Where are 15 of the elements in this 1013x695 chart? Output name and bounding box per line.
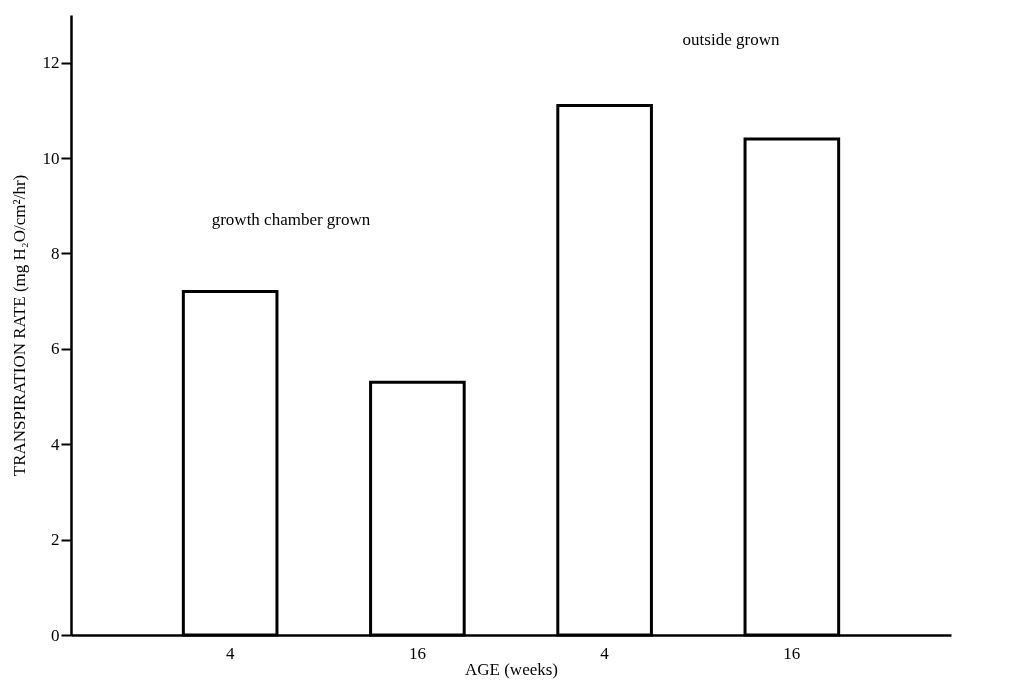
- x-tick-label: 4: [225, 643, 235, 663]
- x-tick-label: 16: [408, 643, 426, 663]
- y-tick-label: 2: [51, 530, 60, 550]
- x-tick-label: 4: [600, 643, 610, 663]
- y-tick-label: 8: [51, 243, 60, 263]
- y-tick-label: 10: [42, 148, 60, 168]
- annotation: growth chamber grown: [211, 209, 371, 229]
- y-tick-label: 4: [51, 434, 60, 454]
- y-axis-title: TRANSPIRATION RATE (mg H₂O/cm²/hr): [9, 174, 29, 477]
- y-tick-label: 12: [42, 53, 60, 73]
- annotation: outside grown: [682, 29, 780, 49]
- y-tick-label: 0: [51, 625, 60, 645]
- x-tick-label: 16: [783, 643, 801, 663]
- y-tick-label: 6: [51, 339, 60, 359]
- x-axis-title: AGE (weeks): [465, 659, 558, 679]
